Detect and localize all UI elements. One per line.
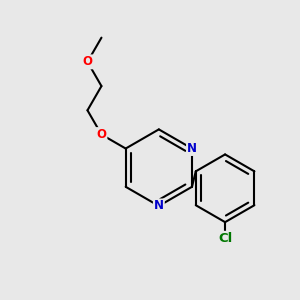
Text: Cl: Cl (218, 232, 232, 245)
Text: O: O (82, 56, 92, 68)
Text: O: O (97, 128, 106, 141)
Text: N: N (187, 142, 197, 155)
Text: N: N (154, 200, 164, 212)
